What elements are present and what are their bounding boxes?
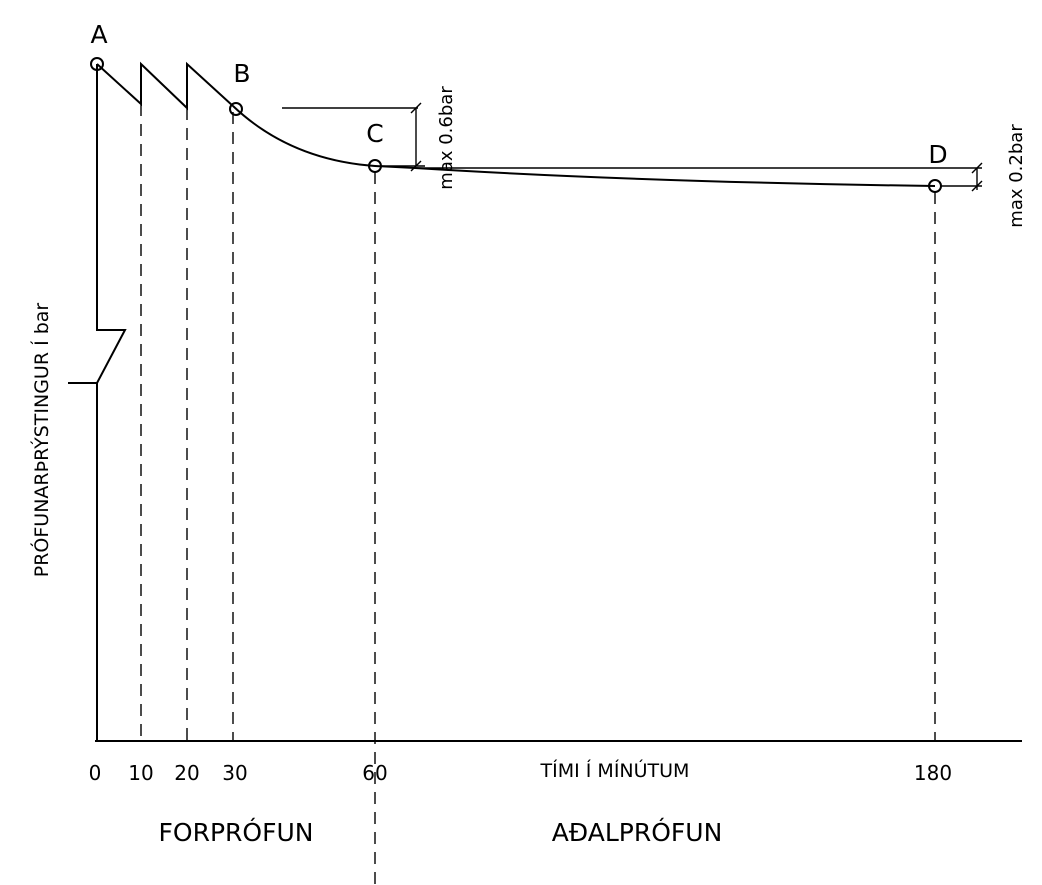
point-d-marker [928, 179, 942, 193]
x-tick-label: 10 [128, 761, 153, 785]
point-c-label: C [366, 119, 383, 148]
pressure-curve-pretest [96, 61, 234, 111]
x-tick-label: 20 [174, 761, 199, 785]
point-b-label: B [233, 59, 250, 88]
point-a-marker [90, 57, 104, 71]
tolerance-label-0-2: max 0.2bar [1006, 124, 1027, 228]
tolerance-tick-1b [410, 160, 422, 172]
tolerance-tick-2b [971, 180, 983, 192]
point-c-marker [368, 159, 382, 173]
phase-label-main: AÐALPRÓFUN [552, 817, 723, 847]
x-axis-title: TÍMI Í MÍNÚTUM [540, 758, 690, 782]
x-tick-label: 30 [222, 761, 247, 785]
tolerance-tick-2a [971, 162, 983, 174]
point-b-marker [229, 102, 243, 116]
point-a-label: A [90, 20, 107, 49]
x-tick-label: 60 [362, 761, 387, 785]
y-axis-line [96, 64, 127, 741]
pressure-curve-main [232, 105, 936, 187]
tolerance-tick-1a [410, 102, 422, 114]
x-tick-label: 0 [89, 761, 102, 785]
tolerance-label-0-6: max 0.6bar [436, 86, 457, 190]
point-d-label: D [928, 140, 947, 169]
x-tick-label: 180 [914, 761, 952, 785]
y-axis-title: PRÓFUNARÞRÝSTINGUR Í bar [29, 303, 53, 578]
phase-label-pretest: FORPRÓFUN [159, 817, 314, 847]
